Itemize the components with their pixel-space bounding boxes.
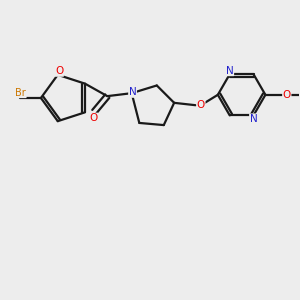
Text: O: O — [197, 100, 205, 110]
Text: O: O — [283, 90, 291, 100]
Text: Br: Br — [15, 88, 26, 98]
Text: N: N — [250, 114, 257, 124]
Text: O: O — [55, 66, 63, 76]
Text: N: N — [129, 87, 136, 97]
Text: N: N — [226, 66, 234, 76]
Text: O: O — [90, 113, 98, 123]
